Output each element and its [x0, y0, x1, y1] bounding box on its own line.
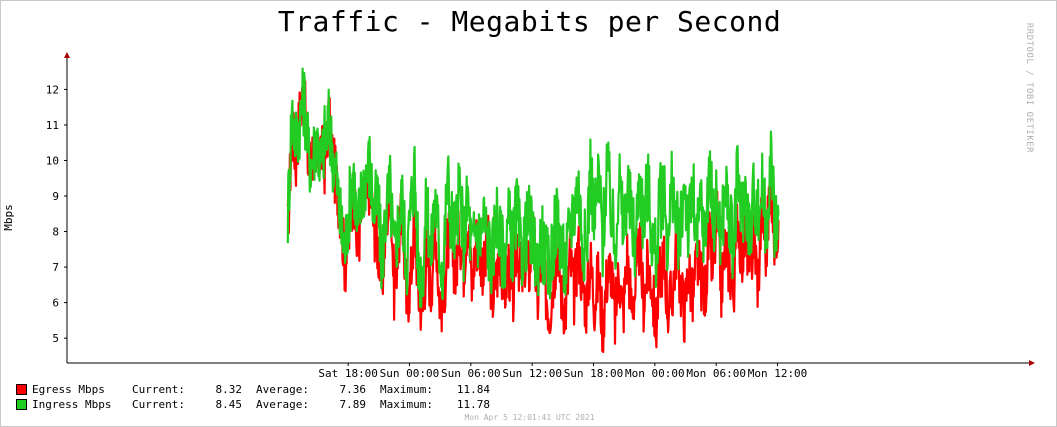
ingress-current-label: Current:: [132, 398, 185, 411]
y-tick-label: 6: [52, 297, 59, 310]
legend-row-ingress: Ingress Mbps Current: 8.45 Average: 7.89…: [16, 397, 490, 412]
x-axis-arrow: [1029, 360, 1035, 366]
y-tick-label: 8: [52, 226, 59, 239]
egress-label: Egress Mbps: [32, 383, 105, 396]
ingress-maximum-label: Maximum:: [380, 398, 433, 411]
x-tick-label: Sat 18:00: [318, 367, 378, 380]
y-tick-label: 9: [52, 190, 59, 203]
egress-maximum-value: 11.84: [456, 383, 490, 396]
ingress-current-value: 8.45: [215, 398, 243, 411]
egress-swatch: [16, 384, 27, 395]
x-tick-label: Sun 12:00: [502, 367, 562, 380]
egress-maximum-label: Maximum:: [380, 383, 433, 396]
legend-row-egress: Egress Mbps Current: 8.32 Average: 7.36 …: [16, 382, 490, 397]
chart-title: Traffic - Megabits per Second: [277, 5, 782, 38]
x-tick-label: Sun 18:00: [564, 367, 624, 380]
egress-current-value: 8.32: [215, 383, 243, 396]
x-tick-label: Sun 06:00: [441, 367, 501, 380]
legend: Egress Mbps Current: 8.32 Average: 7.36 …: [16, 382, 490, 412]
ingress-average-value: 7.89: [339, 398, 367, 411]
x-tick-label: Mon 06:00: [686, 367, 746, 380]
ingress-label: Ingress Mbps: [32, 398, 112, 411]
series-line-ingress: [286, 67, 780, 309]
y-axis-arrow: [64, 52, 70, 58]
egress-current-label: Current:: [132, 383, 185, 396]
egress-average-value: 7.36: [339, 383, 367, 396]
y-tick-label: 10: [46, 154, 59, 167]
y-tick-label: 11: [46, 119, 59, 132]
y-tick-label: 7: [52, 261, 59, 274]
ingress-swatch: [16, 399, 27, 410]
egress-average-label: Average:: [256, 383, 309, 396]
generated-timestamp: Mon Apr 5 12:01:41 UTC 2021: [464, 413, 595, 422]
rrdtool-watermark: RRDTOOL / TOBI OETIKER: [1023, 22, 1034, 154]
ingress-average-label: Average:: [256, 398, 309, 411]
x-tick-label: Mon 12:00: [748, 367, 808, 380]
x-tick-label: Mon 00:00: [625, 367, 685, 380]
y-tick-label: 12: [46, 83, 59, 96]
ingress-maximum-value: 11.78: [456, 398, 490, 411]
x-tick-label: Sun 00:00: [380, 367, 440, 380]
y-tick-label: 5: [52, 332, 59, 345]
y-axis-label: Mbps: [1, 204, 15, 231]
